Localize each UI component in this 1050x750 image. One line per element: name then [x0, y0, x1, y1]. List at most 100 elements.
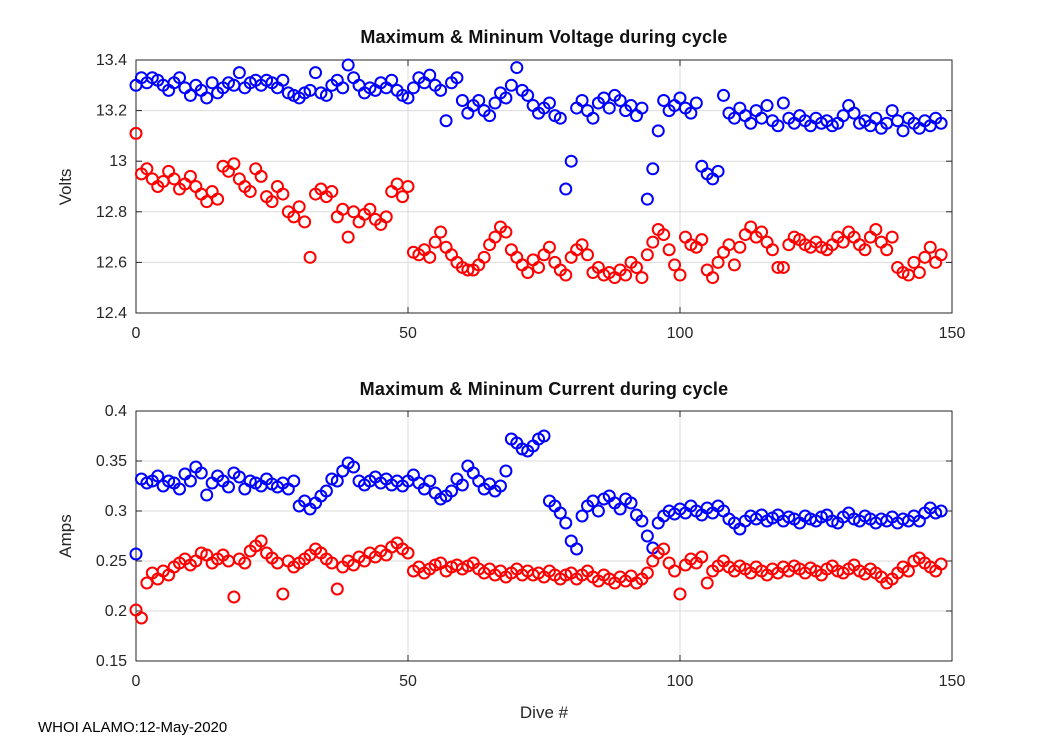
scatter-point-maximum: [689, 96, 703, 110]
scatter-point-minimum: [673, 587, 687, 601]
scatter-point-maximum: [586, 111, 600, 125]
scatter-point-maximum: [341, 58, 355, 72]
scatter-point-maximum: [238, 482, 252, 496]
scatter-point-minimum: [640, 566, 654, 580]
y-tick-label: 12.6: [96, 254, 127, 271]
scatter-point-minimum: [646, 235, 660, 249]
scatter-point-maximum: [178, 81, 192, 95]
scatter-point-minimum: [303, 250, 317, 264]
scatter-point-maximum: [510, 61, 524, 75]
scatter-point-maximum: [695, 159, 709, 173]
scatter-point-maximum: [183, 88, 197, 102]
scatter-point-minimum: [276, 587, 290, 601]
scatter-point-maximum: [423, 474, 437, 488]
scatter-point-minimum: [695, 233, 709, 247]
y-tick-label: 0.2: [105, 603, 127, 620]
scatter-point-minimum: [183, 169, 197, 183]
scatter-point-minimum: [771, 260, 785, 274]
scatter-point-minimum: [439, 240, 453, 254]
scatter-point-minimum: [657, 228, 671, 242]
scatter-point-minimum: [668, 258, 682, 272]
scatter-point-minimum: [532, 260, 546, 274]
x-tick-label: 50: [399, 325, 417, 342]
scatter-point-maximum: [347, 460, 361, 474]
scatter-point-maximum: [221, 480, 235, 494]
scatter-point-minimum: [385, 185, 399, 199]
scatter-point-minimum: [232, 172, 246, 186]
scatter-point-maximum: [711, 164, 725, 178]
scatter-point-minimum: [227, 157, 241, 171]
scatter-point-minimum: [270, 180, 284, 193]
scatter-point-minimum: [379, 210, 393, 224]
scatter-point-maximum: [406, 81, 420, 95]
scatter-point-minimum: [678, 230, 692, 244]
scatter-point-minimum: [396, 190, 410, 204]
scatter-point-maximum: [570, 542, 584, 556]
scatter-point-minimum: [254, 169, 268, 183]
scatter-point-minimum: [581, 248, 595, 262]
scatter-point-maximum: [445, 484, 459, 498]
x-tick-label: 100: [667, 673, 694, 690]
scatter-point-maximum: [657, 93, 671, 107]
scatter-point-maximum: [640, 192, 654, 206]
scatter-point-minimum: [167, 172, 181, 186]
scatter-point-minimum: [755, 225, 769, 239]
y-tick-label: 0.3: [105, 503, 127, 520]
scatter-point-maximum: [553, 506, 567, 520]
scatter-point-minimum: [537, 248, 551, 262]
scatter-point-maximum: [738, 109, 752, 123]
scatter-point-minimum: [858, 243, 872, 257]
scatter-point-minimum: [923, 240, 937, 254]
scatter-point-minimum: [292, 200, 306, 214]
scatter-point-minimum: [504, 243, 518, 257]
scatter-point-minimum: [934, 557, 948, 571]
scatter-point-maximum: [205, 76, 219, 90]
scatter-point-minimum: [499, 225, 513, 239]
scatter-point-maximum: [934, 116, 948, 130]
scatter-point-maximum: [684, 106, 698, 120]
scatter-point-minimum: [744, 220, 758, 234]
scatter-point-minimum: [423, 250, 437, 264]
scatter-point-minimum: [662, 556, 676, 570]
voltage-plot-title: Maximum & Mininum Voltage during cycle: [360, 27, 728, 47]
plot-box: [135, 410, 953, 662]
y-tick-label: 13.2: [96, 103, 127, 120]
scatter-point-minimum: [390, 177, 404, 191]
scatter-point-maximum: [521, 88, 535, 102]
scatter-point-minimum: [901, 564, 915, 578]
scatter-point-minimum: [700, 263, 714, 277]
scatter-point-maximum: [640, 529, 654, 543]
plot-box: [135, 59, 953, 314]
scatter-point-minimum: [874, 235, 888, 249]
scatter-point-maximum: [575, 509, 589, 523]
scatter-point-minimum: [330, 582, 344, 596]
scatter-point-minimum: [341, 230, 355, 244]
amps-axis-label: Amps: [56, 514, 75, 558]
scatter-point-minimum: [738, 228, 752, 242]
scatter-point-minimum: [722, 238, 736, 252]
scatter-point-minimum: [445, 248, 459, 262]
y-tick-label: 13.4: [96, 52, 127, 69]
scatter-point-minimum: [640, 248, 654, 262]
scatter-point-maximum: [493, 479, 507, 493]
scatter-point-maximum: [776, 96, 790, 110]
scatter-point-maximum: [602, 101, 616, 115]
scatter-point-minimum: [134, 611, 148, 625]
scatter-point-minimum: [711, 255, 725, 269]
scatter-point-minimum: [401, 546, 415, 560]
scatter-point-maximum: [575, 93, 589, 107]
scatter-point-maximum: [553, 111, 567, 125]
scatter-point-maximum: [635, 514, 649, 528]
scatter-point-maximum: [483, 109, 497, 123]
scatter-point-minimum: [863, 230, 877, 244]
y-tick-label: 0.15: [96, 653, 127, 670]
scatter-point-minimum: [542, 240, 556, 254]
scatter-point-minimum: [668, 564, 682, 578]
scatter-point-maximum: [151, 469, 165, 483]
scatter-point-maximum: [352, 78, 366, 92]
scatter-point-maximum: [499, 464, 513, 478]
scatter-point-maximum: [309, 66, 323, 80]
scatter-point-maximum: [499, 91, 513, 105]
scatter-point-maximum: [336, 81, 350, 95]
